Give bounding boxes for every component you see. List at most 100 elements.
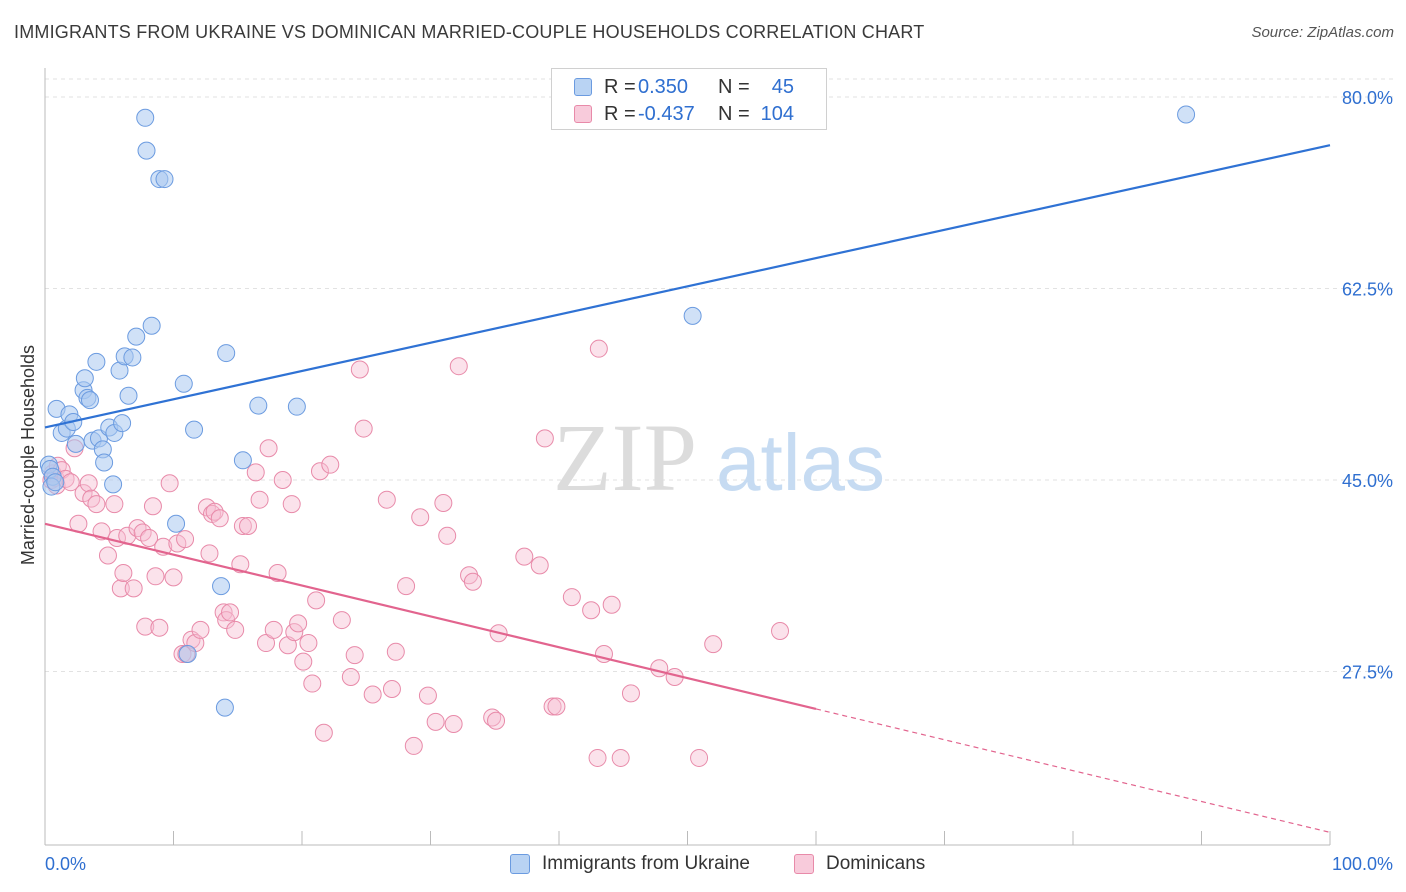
x-tick-label: 100.0%	[1332, 854, 1393, 874]
ukraine-point	[123, 348, 142, 367]
ukraine-point	[167, 514, 186, 533]
legend-r-label: R =	[604, 102, 636, 125]
ukraine-point	[95, 453, 114, 472]
dominicans-point	[382, 680, 401, 699]
ukraine-point	[137, 141, 156, 160]
dominicans-point	[535, 429, 554, 448]
ukraine-point	[212, 577, 231, 596]
chart-title: IMMIGRANTS FROM UKRAINE VS DOMINICAN MAR…	[14, 22, 925, 42]
dominicans-point	[79, 474, 98, 493]
dominicans-point	[150, 618, 169, 637]
dominicans-point	[562, 588, 581, 607]
dominicans-point	[210, 509, 229, 528]
bottom-legend-label-dominicans: Dominicans	[826, 853, 926, 874]
dominicans-point	[233, 516, 252, 535]
dominicans-point	[354, 419, 373, 438]
ukraine-points	[39, 105, 1196, 717]
axes	[44, 68, 1331, 846]
dominicans-point	[363, 685, 382, 704]
legend-r-value: 0.350	[638, 75, 689, 98]
dominicans-point	[589, 339, 608, 358]
dominicans-point	[426, 712, 445, 731]
dominicans-point	[411, 508, 430, 527]
ukraine-point	[287, 397, 306, 416]
dominicans-point	[176, 530, 195, 549]
dominicans-point	[111, 579, 130, 598]
dominicans-trend-line	[44, 522, 817, 710]
dominicans-trend-extension	[815, 708, 1331, 833]
dominicans-point	[332, 611, 351, 630]
dominicans-point	[438, 526, 457, 545]
legend-swatch-ukraine	[574, 78, 592, 96]
dominicans-point	[650, 659, 669, 678]
ukraine-point	[215, 698, 234, 717]
dominicans-point	[299, 634, 318, 653]
legend-r-label: R =	[604, 75, 636, 98]
dominicans-point	[314, 723, 333, 742]
dominicans-point	[386, 642, 405, 661]
dominicans-point	[621, 684, 640, 703]
source-label: Source: ZipAtlas.com	[1251, 24, 1394, 41]
dominicans-point	[143, 497, 162, 516]
dominicans-point	[136, 617, 155, 636]
dominicans-point	[515, 547, 534, 566]
ukraine-point	[185, 420, 204, 439]
ukraine-point	[66, 434, 85, 453]
dominicans-point	[140, 528, 159, 547]
dominicans-point	[294, 652, 313, 671]
dominicans-point	[345, 646, 364, 665]
dominicans-point	[611, 748, 630, 767]
dominicans-point	[221, 603, 240, 622]
legend-n-value: 45	[771, 75, 794, 98]
dominicans-point	[404, 736, 423, 755]
tick-labels: 27.5% 45.0% 62.5% 80.0% 0.0% 100.0%	[45, 88, 1393, 874]
dominicans-point	[289, 614, 308, 633]
dominicans-point	[124, 579, 143, 598]
dominicans-point	[264, 620, 283, 639]
dominicans-point	[434, 493, 453, 512]
dominicans-point	[160, 474, 179, 493]
ukraine-point	[119, 386, 138, 405]
y-tick-label: 27.5%	[1342, 663, 1393, 683]
dominicans-point	[273, 471, 292, 489]
dominicans-point	[191, 620, 210, 639]
trend-lines	[44, 144, 1331, 833]
dominicans-point	[246, 463, 265, 482]
bottom-legend-ukraine: Immigrants from Ukraine	[510, 852, 750, 876]
legend-n-label: N =	[718, 75, 750, 98]
dominicans-point	[530, 556, 549, 575]
dominicans-point	[307, 591, 326, 610]
ukraine-point	[104, 475, 123, 494]
dominicans-point	[114, 564, 133, 583]
dominicans-point	[547, 697, 566, 716]
dominicans-point	[341, 667, 360, 686]
dominicans-point	[350, 360, 369, 379]
dominicans-point	[690, 748, 709, 767]
legend-swatch-dominicans	[574, 105, 592, 123]
legend-row-dominicans: R = -0.437 N = 104	[574, 102, 794, 126]
dominicans-point	[602, 595, 621, 614]
dominicans-point	[588, 748, 607, 767]
dominicans-point	[397, 577, 416, 596]
bottom-legend-label-ukraine: Immigrants from Ukraine	[542, 853, 750, 874]
dominicans-point	[444, 715, 463, 734]
dominicans-point	[285, 623, 304, 642]
ukraine-point	[142, 316, 161, 335]
dominicans-point	[98, 546, 117, 565]
dominicans-point	[250, 490, 269, 509]
ukraine-point	[155, 170, 174, 189]
legend-n-label: N =	[718, 102, 750, 125]
dominicans-point	[239, 516, 258, 535]
dominicans-point	[164, 568, 183, 587]
y-axis-label: Married-couple Households	[18, 345, 38, 565]
dominicans-point	[87, 495, 106, 514]
dominicans-point	[231, 555, 250, 574]
grid-lines	[45, 78, 1393, 672]
dominicans-point	[259, 439, 278, 458]
ukraine-point	[46, 473, 65, 492]
dominicans-point	[463, 572, 482, 591]
y-tick-label: 62.5%	[1342, 280, 1393, 300]
bottom-legend-swatch-ukraine	[510, 854, 530, 874]
dominicans-point	[321, 455, 340, 474]
dominicans-point	[226, 620, 245, 639]
